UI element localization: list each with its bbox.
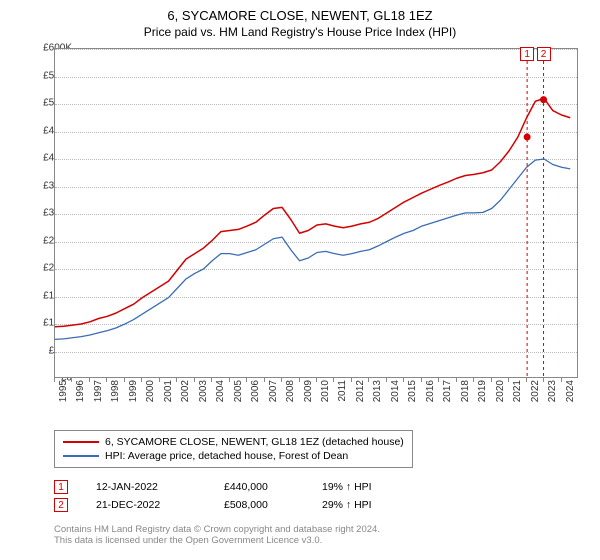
attribution: Contains HM Land Registry data © Crown c… [54, 524, 588, 546]
chart-subtitle: Price paid vs. HM Land Registry's House … [0, 23, 600, 39]
legend-label: HPI: Average price, detached house, Fore… [105, 450, 348, 462]
legend-swatch [63, 455, 99, 457]
legend: 6, SYCAMORE CLOSE, NEWENT, GL18 1EZ (det… [54, 430, 413, 468]
sales-row: 1 12-JAN-2022 £440,000 19% ↑ HPI [54, 478, 402, 496]
legend-item: HPI: Average price, detached house, Fore… [63, 449, 404, 463]
sale-marker-icon: 2 [54, 498, 68, 512]
sale-marker-icon: 1 [54, 480, 68, 494]
sales-row: 2 21-DEC-2022 £508,000 29% ↑ HPI [54, 496, 402, 514]
chart-title: 6, SYCAMORE CLOSE, NEWENT, GL18 1EZ [0, 0, 600, 23]
legend-item: 6, SYCAMORE CLOSE, NEWENT, GL18 1EZ (det… [63, 435, 404, 449]
attribution-line: Contains HM Land Registry data © Crown c… [54, 524, 588, 535]
chart-container: 6, SYCAMORE CLOSE, NEWENT, GL18 1EZ Pric… [0, 0, 600, 560]
sale-date: 12-JAN-2022 [96, 481, 196, 493]
legend-label: 6, SYCAMORE CLOSE, NEWENT, GL18 1EZ (det… [105, 436, 404, 448]
sales-table: 1 12-JAN-2022 £440,000 19% ↑ HPI 2 21-DE… [54, 478, 402, 514]
attribution-line: This data is licensed under the Open Gov… [54, 535, 588, 546]
legend-swatch [63, 441, 99, 443]
plot-area: 12 [54, 48, 578, 378]
sale-pct: 19% ↑ HPI [322, 481, 402, 493]
sale-price: £508,000 [224, 499, 294, 511]
sale-price: £440,000 [224, 481, 294, 493]
sale-pct: 29% ↑ HPI [322, 499, 402, 511]
sale-date: 21-DEC-2022 [96, 499, 196, 511]
line-series-svg [55, 49, 577, 377]
